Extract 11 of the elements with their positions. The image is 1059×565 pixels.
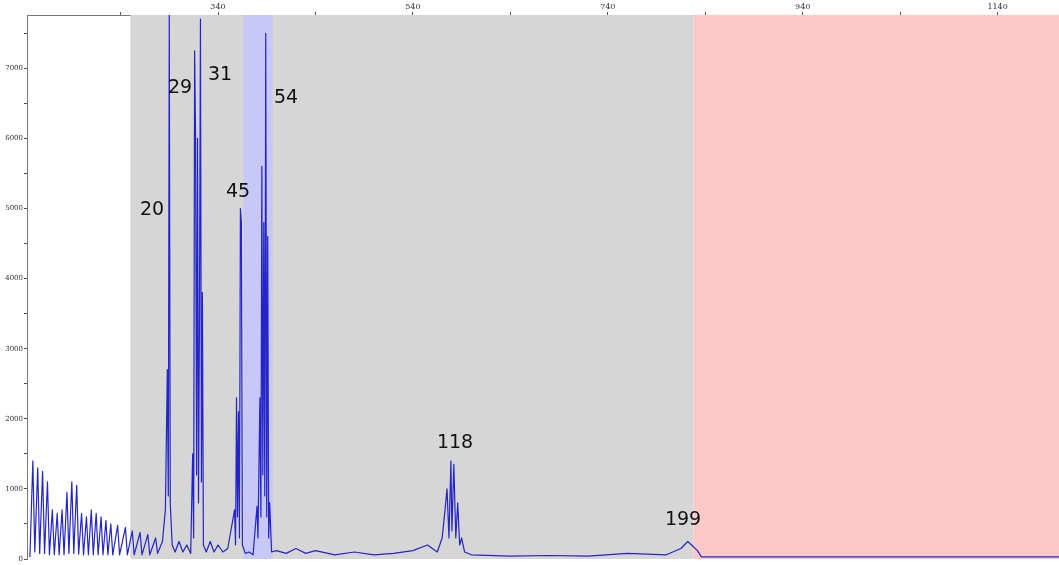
annotation: 20 [139, 196, 165, 219]
x-tick-label: 740 [600, 2, 616, 12]
x-tick-label: 940 [795, 2, 811, 12]
x-tick-label: 1140 [987, 2, 1008, 12]
x-tick-label: 340 [210, 2, 226, 12]
annotation: 199 [664, 506, 702, 529]
x-tick-label: 540 [405, 2, 421, 12]
annotation: 54 [273, 84, 299, 107]
annotation: 31 [207, 61, 233, 84]
annotation: 45 [225, 178, 251, 201]
annotation: 118 [436, 429, 474, 452]
